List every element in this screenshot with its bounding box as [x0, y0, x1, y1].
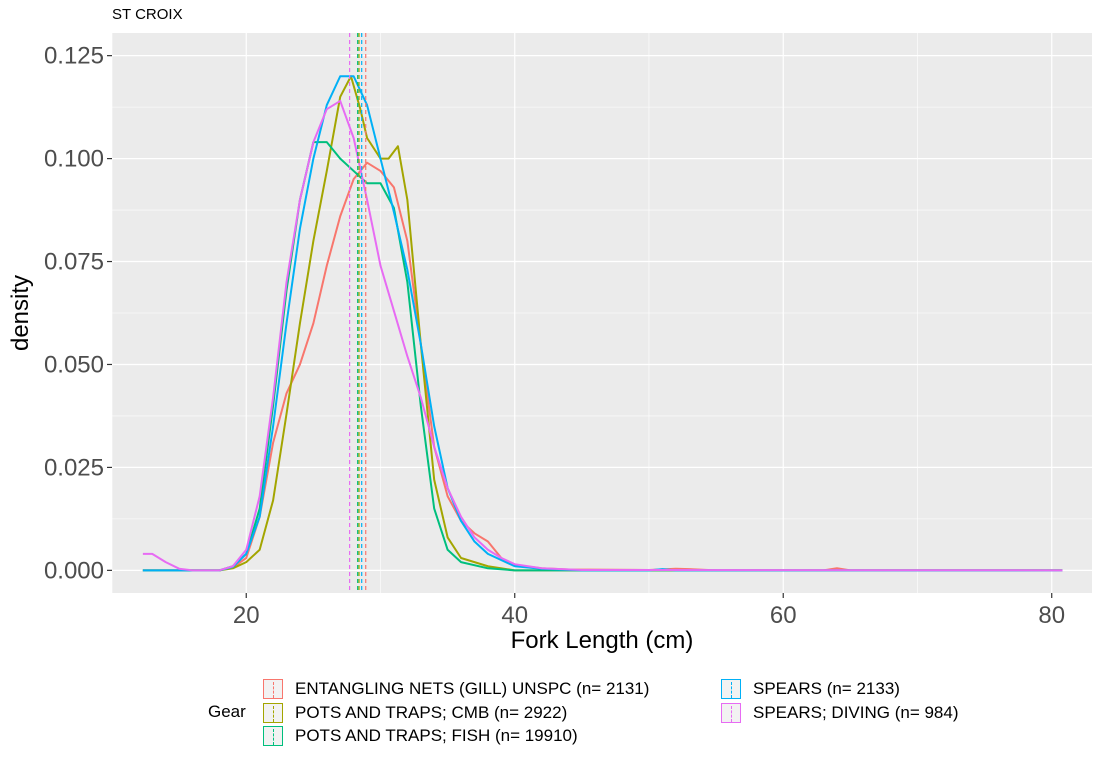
legend-item-pots-cmb: POTS AND TRAPS; CMB (n= 2922)	[263, 701, 567, 725]
minor-gridlines	[111, 33, 1092, 593]
legend-key-spears-diving	[721, 703, 741, 723]
y-tick-label: 0.025	[44, 454, 104, 481]
legend-key-spears	[721, 679, 741, 699]
y-tick-label: 0.125	[44, 43, 104, 70]
x-tick-label: 20	[233, 602, 260, 629]
legend-item-pots-fish: POTS AND TRAPS; FISH (n= 19910)	[263, 724, 578, 748]
legend-key-pots-fish	[263, 726, 283, 746]
legend-title: Gear	[208, 702, 246, 721]
y-tick-label: 0.000	[44, 557, 104, 584]
axes: 20 40 60 80 0.000 0.025 0.050 0.075 0.100 0.125	[44, 43, 1065, 629]
y-tick-label: 0.075	[44, 249, 104, 276]
density-plot: 20 40 60 80 0.000 0.025 0.050 0.075 0.100 0.125 F…	[7, 33, 1092, 654]
mean-lines	[349, 33, 367, 593]
x-axis-label: Fork Length (cm)	[511, 627, 694, 654]
x-tick-label: 80	[1038, 602, 1065, 629]
legend-label-spears: SPEARS (n= 2133)	[753, 679, 900, 698]
y-axis-label: density	[7, 275, 34, 351]
density-curve-4	[142, 99, 1063, 572]
density-curve-2	[142, 141, 1063, 572]
legend-key-pots-cmb	[263, 703, 283, 723]
legend-label-entangling-nets: ENTANGLING NETS (GILL) UNSPC (n= 2131)	[295, 679, 650, 698]
legend-item-spears: SPEARS (n= 2133)	[721, 677, 900, 701]
legend-label-pots-cmb: POTS AND TRAPS; CMB (n= 2922)	[295, 703, 568, 722]
legend: Gear ENTANGLING NETS (GILL) UNSPC (n= 21…	[0, 672, 1100, 760]
chart-subtitle: ST CROIX	[112, 6, 183, 23]
legend-item-entangling-nets: ENTANGLING NETS (GILL) UNSPC (n= 2131)	[263, 677, 649, 701]
legend-label-pots-fish: POTS AND TRAPS; FISH (n= 19910)	[295, 726, 578, 745]
y-tick-label: 0.050	[44, 351, 104, 378]
y-tick-label: 0.100	[44, 146, 104, 173]
legend-item-spears-diving: SPEARS; DIVING (n= 984)	[721, 701, 959, 725]
x-tick-label: 40	[501, 602, 528, 629]
density-curves	[142, 75, 1063, 572]
legend-label-spears-diving: SPEARS; DIVING (n= 984)	[753, 703, 959, 722]
density-curve-1	[142, 75, 1063, 572]
x-tick-label: 60	[770, 602, 797, 629]
legend-key-entangling-nets	[263, 679, 283, 699]
